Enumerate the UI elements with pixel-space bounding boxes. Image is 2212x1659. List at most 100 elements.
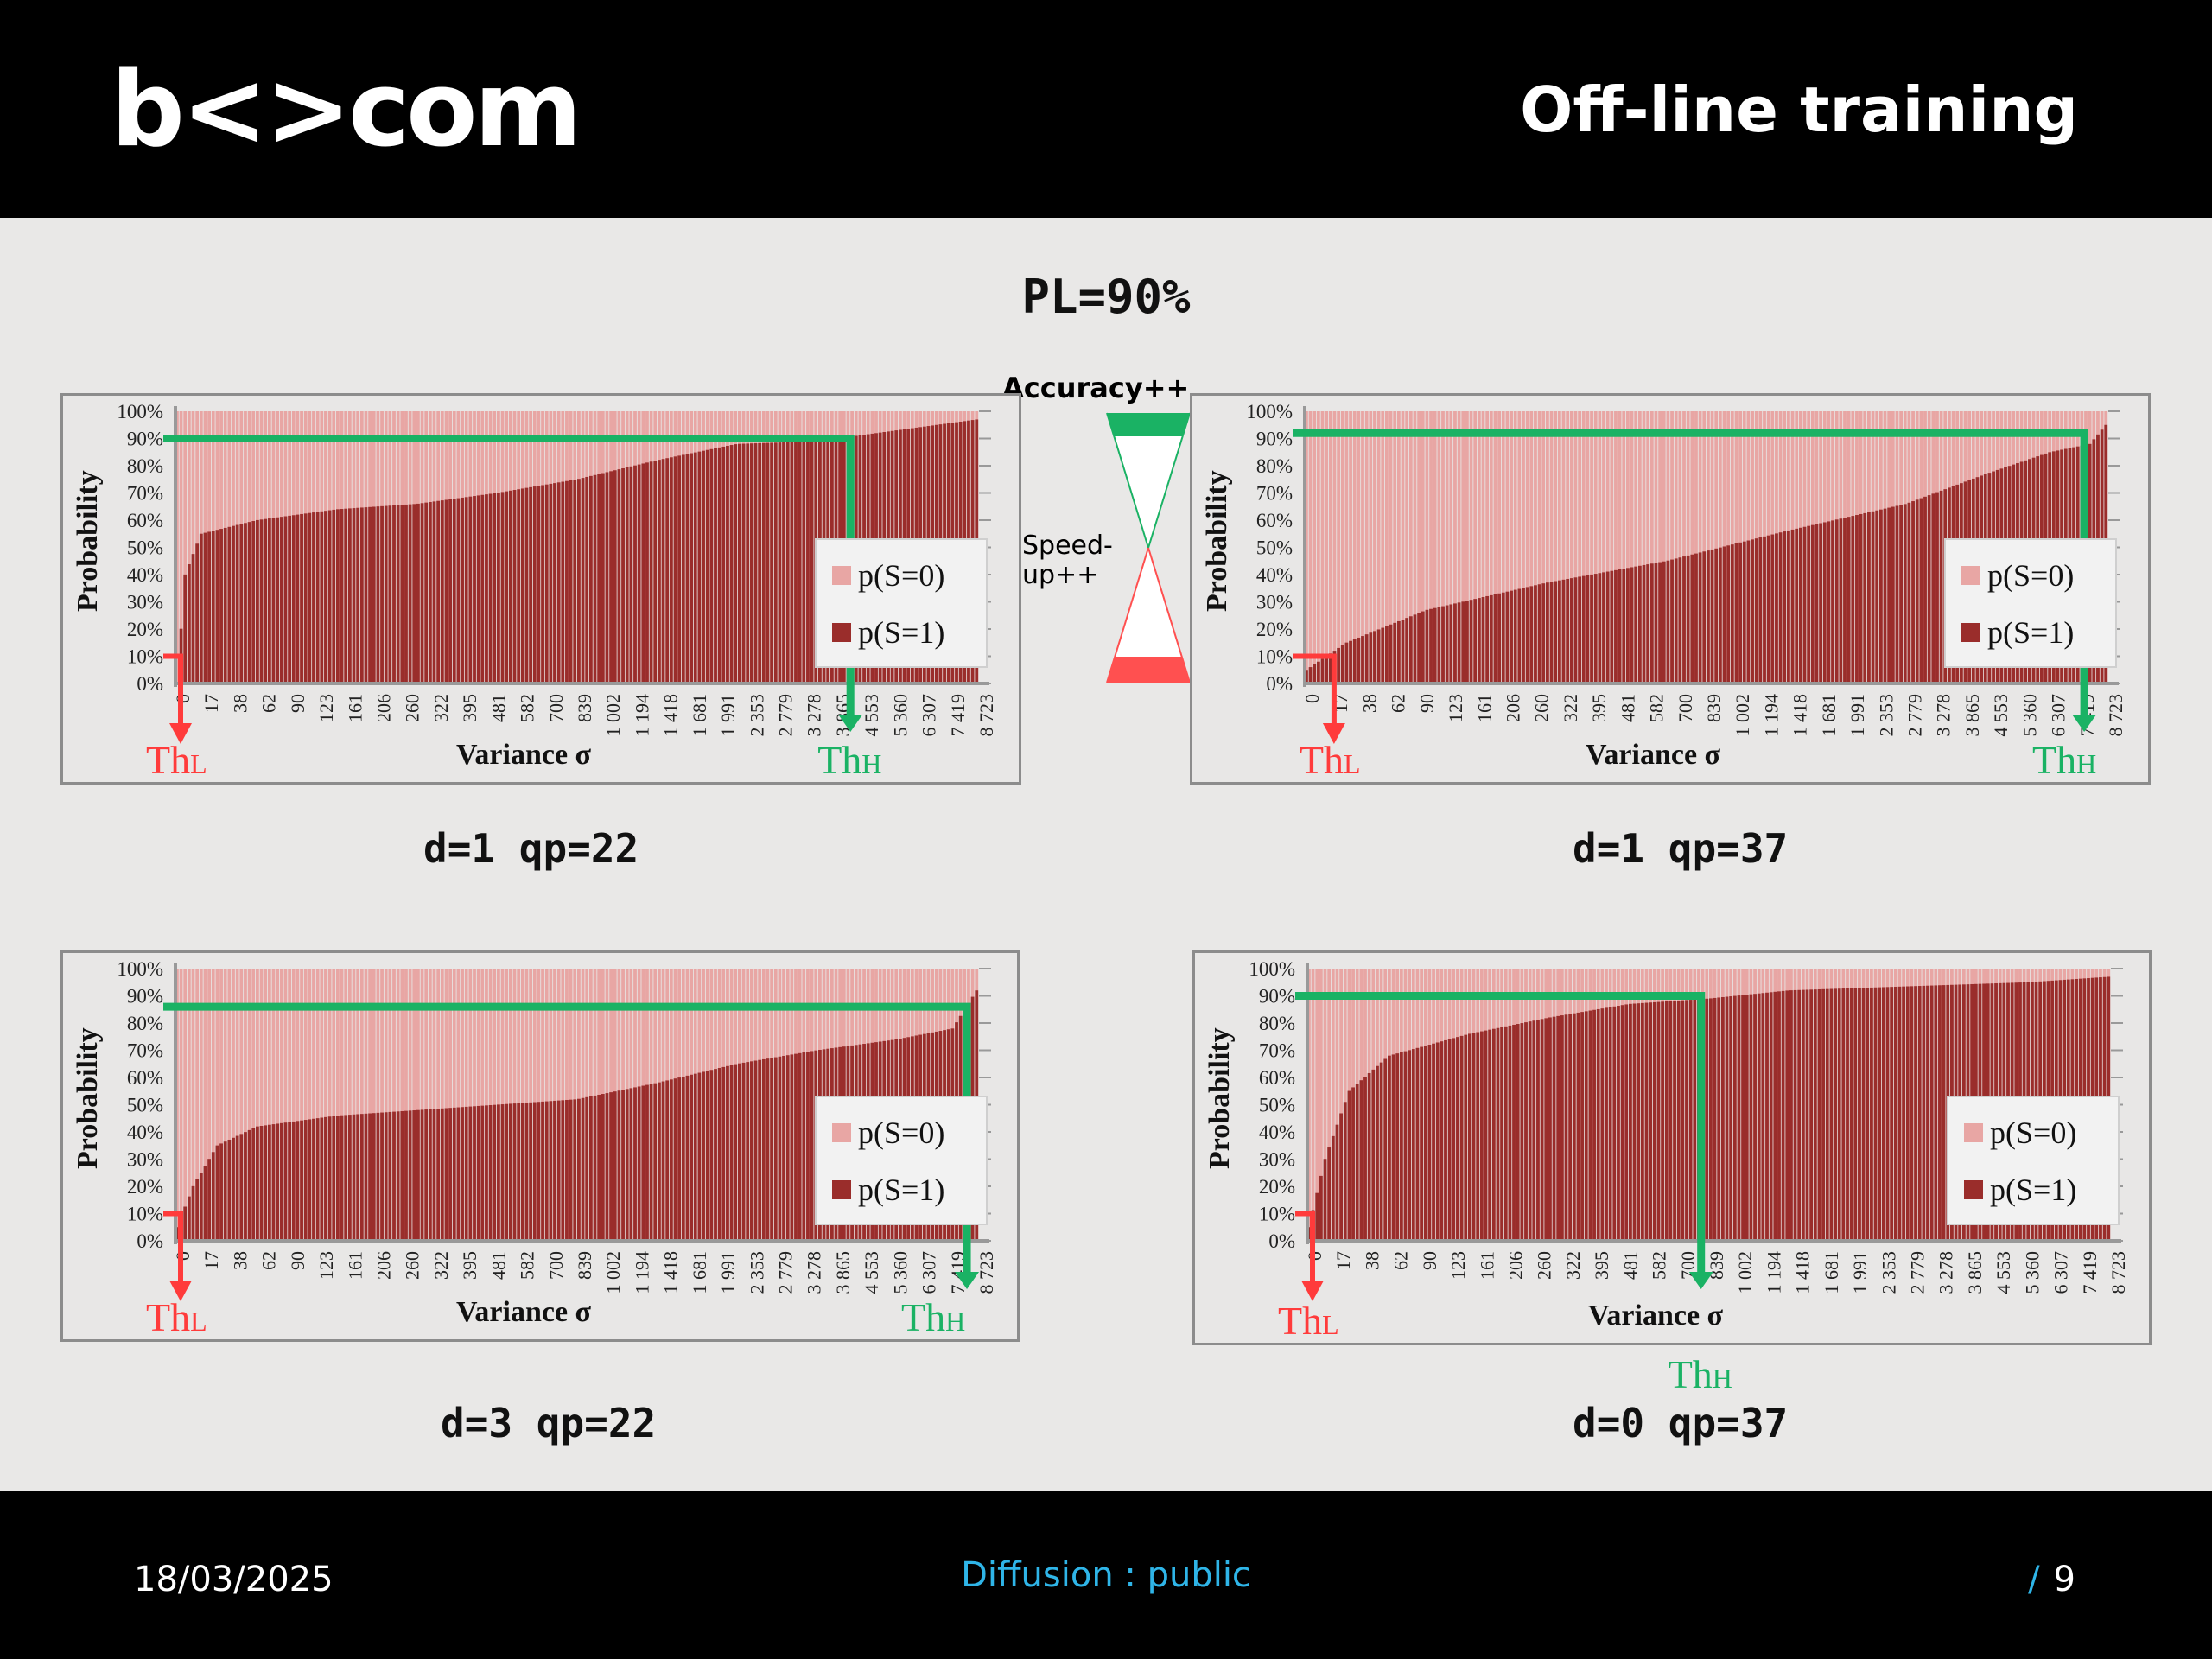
bar-p-s1 xyxy=(766,1058,770,1241)
bar-p-s1 xyxy=(1337,647,1341,683)
bar-p-s0 xyxy=(372,969,376,1241)
bar-p-s0 xyxy=(368,969,372,1241)
bar-p-s0 xyxy=(340,969,344,1241)
bar-p-s0 xyxy=(344,969,348,1241)
bar-p-s0 xyxy=(267,969,271,1241)
bar-p-s1 xyxy=(1644,1002,1649,1241)
bar-p-s1 xyxy=(296,1121,300,1241)
bar-p-s1 xyxy=(1673,1001,1676,1241)
bar-p-s0 xyxy=(1316,411,1320,683)
x-tick-label: 839 xyxy=(1703,694,1725,722)
bar-p-s1 xyxy=(264,1125,268,1241)
bar-p-s1 xyxy=(1802,526,1807,683)
bar-p-s1 xyxy=(1473,599,1478,683)
footer-page: /9 xyxy=(2028,1560,2075,1599)
bar-p-s1 xyxy=(1566,578,1570,683)
legend-item: p(S=0) xyxy=(1961,547,2100,604)
bar-p-s1 xyxy=(1596,1008,1600,1241)
bar-p-s0 xyxy=(1537,411,1541,683)
bar-p-s1 xyxy=(1881,987,1885,1241)
bar-p-s1 xyxy=(244,523,247,683)
bar-p-s1 xyxy=(1769,992,1773,1241)
bar-p-s0 xyxy=(327,969,332,1241)
bar-p-s1 xyxy=(802,442,806,683)
bar-p-s1 xyxy=(585,1096,589,1241)
bar-p-s1 xyxy=(497,1104,500,1241)
bar-p-s1 xyxy=(1729,996,1733,1241)
y-tick-label: 70% xyxy=(1256,483,1293,505)
chart-panel-4: 100% 90% 80% 70% 60% 50% 40% 30% 20% 10% 0% 0 17 38 62… xyxy=(1192,950,2152,1396)
bar-p-s1 xyxy=(1546,582,1549,683)
bar-p-s1 xyxy=(1408,1050,1412,1241)
bar-p-s1 xyxy=(1738,542,1743,683)
bar-p-s1 xyxy=(1690,554,1694,683)
bar-p-s1 xyxy=(577,479,581,683)
bar-p-s1 xyxy=(569,480,573,683)
bar-p-s1 xyxy=(573,480,577,683)
bar-p-s1 xyxy=(1923,496,1927,683)
bar-p-s1 xyxy=(629,466,633,683)
bar-p-s1 xyxy=(524,1103,529,1241)
bar-p-s0 xyxy=(1634,411,1638,683)
x-tick-label: 2 353 xyxy=(1875,694,1897,737)
bar-p-s1 xyxy=(1630,567,1634,683)
bar-p-s0 xyxy=(376,969,380,1241)
x-tick-label: 260 xyxy=(402,694,423,722)
bar-p-s1 xyxy=(408,504,412,683)
bar-p-s1 xyxy=(685,1075,690,1241)
y-tick-label: 20% xyxy=(127,1176,163,1198)
bar-p-s0 xyxy=(380,969,384,1241)
bar-p-s1 xyxy=(1867,512,1871,683)
bar-p-s1 xyxy=(761,1058,766,1241)
bar-p-s1 xyxy=(613,1091,617,1241)
bar-p-s0 xyxy=(1622,411,1626,683)
bar-p-s1 xyxy=(1493,594,1497,683)
bar-p-s1 xyxy=(1866,988,1870,1241)
hourglass-icon xyxy=(1106,412,1191,683)
bar-p-s0 xyxy=(336,969,340,1241)
thh-subscript: H xyxy=(945,1306,966,1337)
bar-p-s1 xyxy=(790,1054,794,1241)
thl-arrowhead xyxy=(169,723,192,744)
x-axis-label: Variance σ xyxy=(1586,739,1721,771)
bar-p-s0 xyxy=(1339,969,1344,1241)
bar-p-s0 xyxy=(1654,411,1658,683)
x-tick-label: 1 991 xyxy=(1847,694,1868,737)
bar-p-s1 xyxy=(1600,1008,1605,1241)
bar-p-s1 xyxy=(1391,1054,1395,1241)
bar-p-s1 xyxy=(1573,577,1578,683)
bar-p-s1 xyxy=(207,1159,212,1241)
bar-p-s1 xyxy=(1834,519,1839,683)
bar-p-s1 xyxy=(1403,1051,1408,1241)
bar-p-s1 xyxy=(802,1052,806,1241)
legend-label: p(S=0) xyxy=(1987,558,2075,593)
x-tick-label: 62 xyxy=(1388,694,1409,713)
bar-p-s0 xyxy=(1541,411,1546,683)
thl-line xyxy=(163,653,183,727)
bar-p-s1 xyxy=(267,518,271,683)
bar-p-s1 xyxy=(372,1113,376,1241)
bar-p-s1 xyxy=(1325,656,1329,683)
bar-p-s0 xyxy=(1325,411,1329,683)
bar-p-s1 xyxy=(569,1099,573,1241)
bar-p-s1 xyxy=(1393,622,1397,683)
bar-p-s1 xyxy=(1371,1069,1376,1241)
y-tick-label: 50% xyxy=(127,537,163,559)
bar-p-s1 xyxy=(223,527,227,683)
bar-p-s0 xyxy=(1534,411,1537,683)
bar-p-s1 xyxy=(1376,1065,1379,1241)
bar-p-s1 xyxy=(1632,1003,1637,1241)
y-tick-label: 90% xyxy=(1256,429,1293,450)
bar-p-s1 xyxy=(770,1058,774,1241)
bar-p-s1 xyxy=(1379,1062,1383,1241)
bar-p-s1 xyxy=(1885,987,1890,1241)
bar-p-s1 xyxy=(773,1057,778,1241)
bar-p-s1 xyxy=(1682,556,1686,683)
bar-p-s1 xyxy=(1637,1003,1641,1241)
bar-p-s1 xyxy=(1642,564,1646,683)
bar-p-s1 xyxy=(517,1103,521,1241)
bar-p-s1 xyxy=(1897,986,1902,1241)
bar-p-s1 xyxy=(541,1101,544,1241)
x-tick-label: 3 278 xyxy=(1936,1251,1957,1294)
bar-p-s0 xyxy=(1593,411,1598,683)
